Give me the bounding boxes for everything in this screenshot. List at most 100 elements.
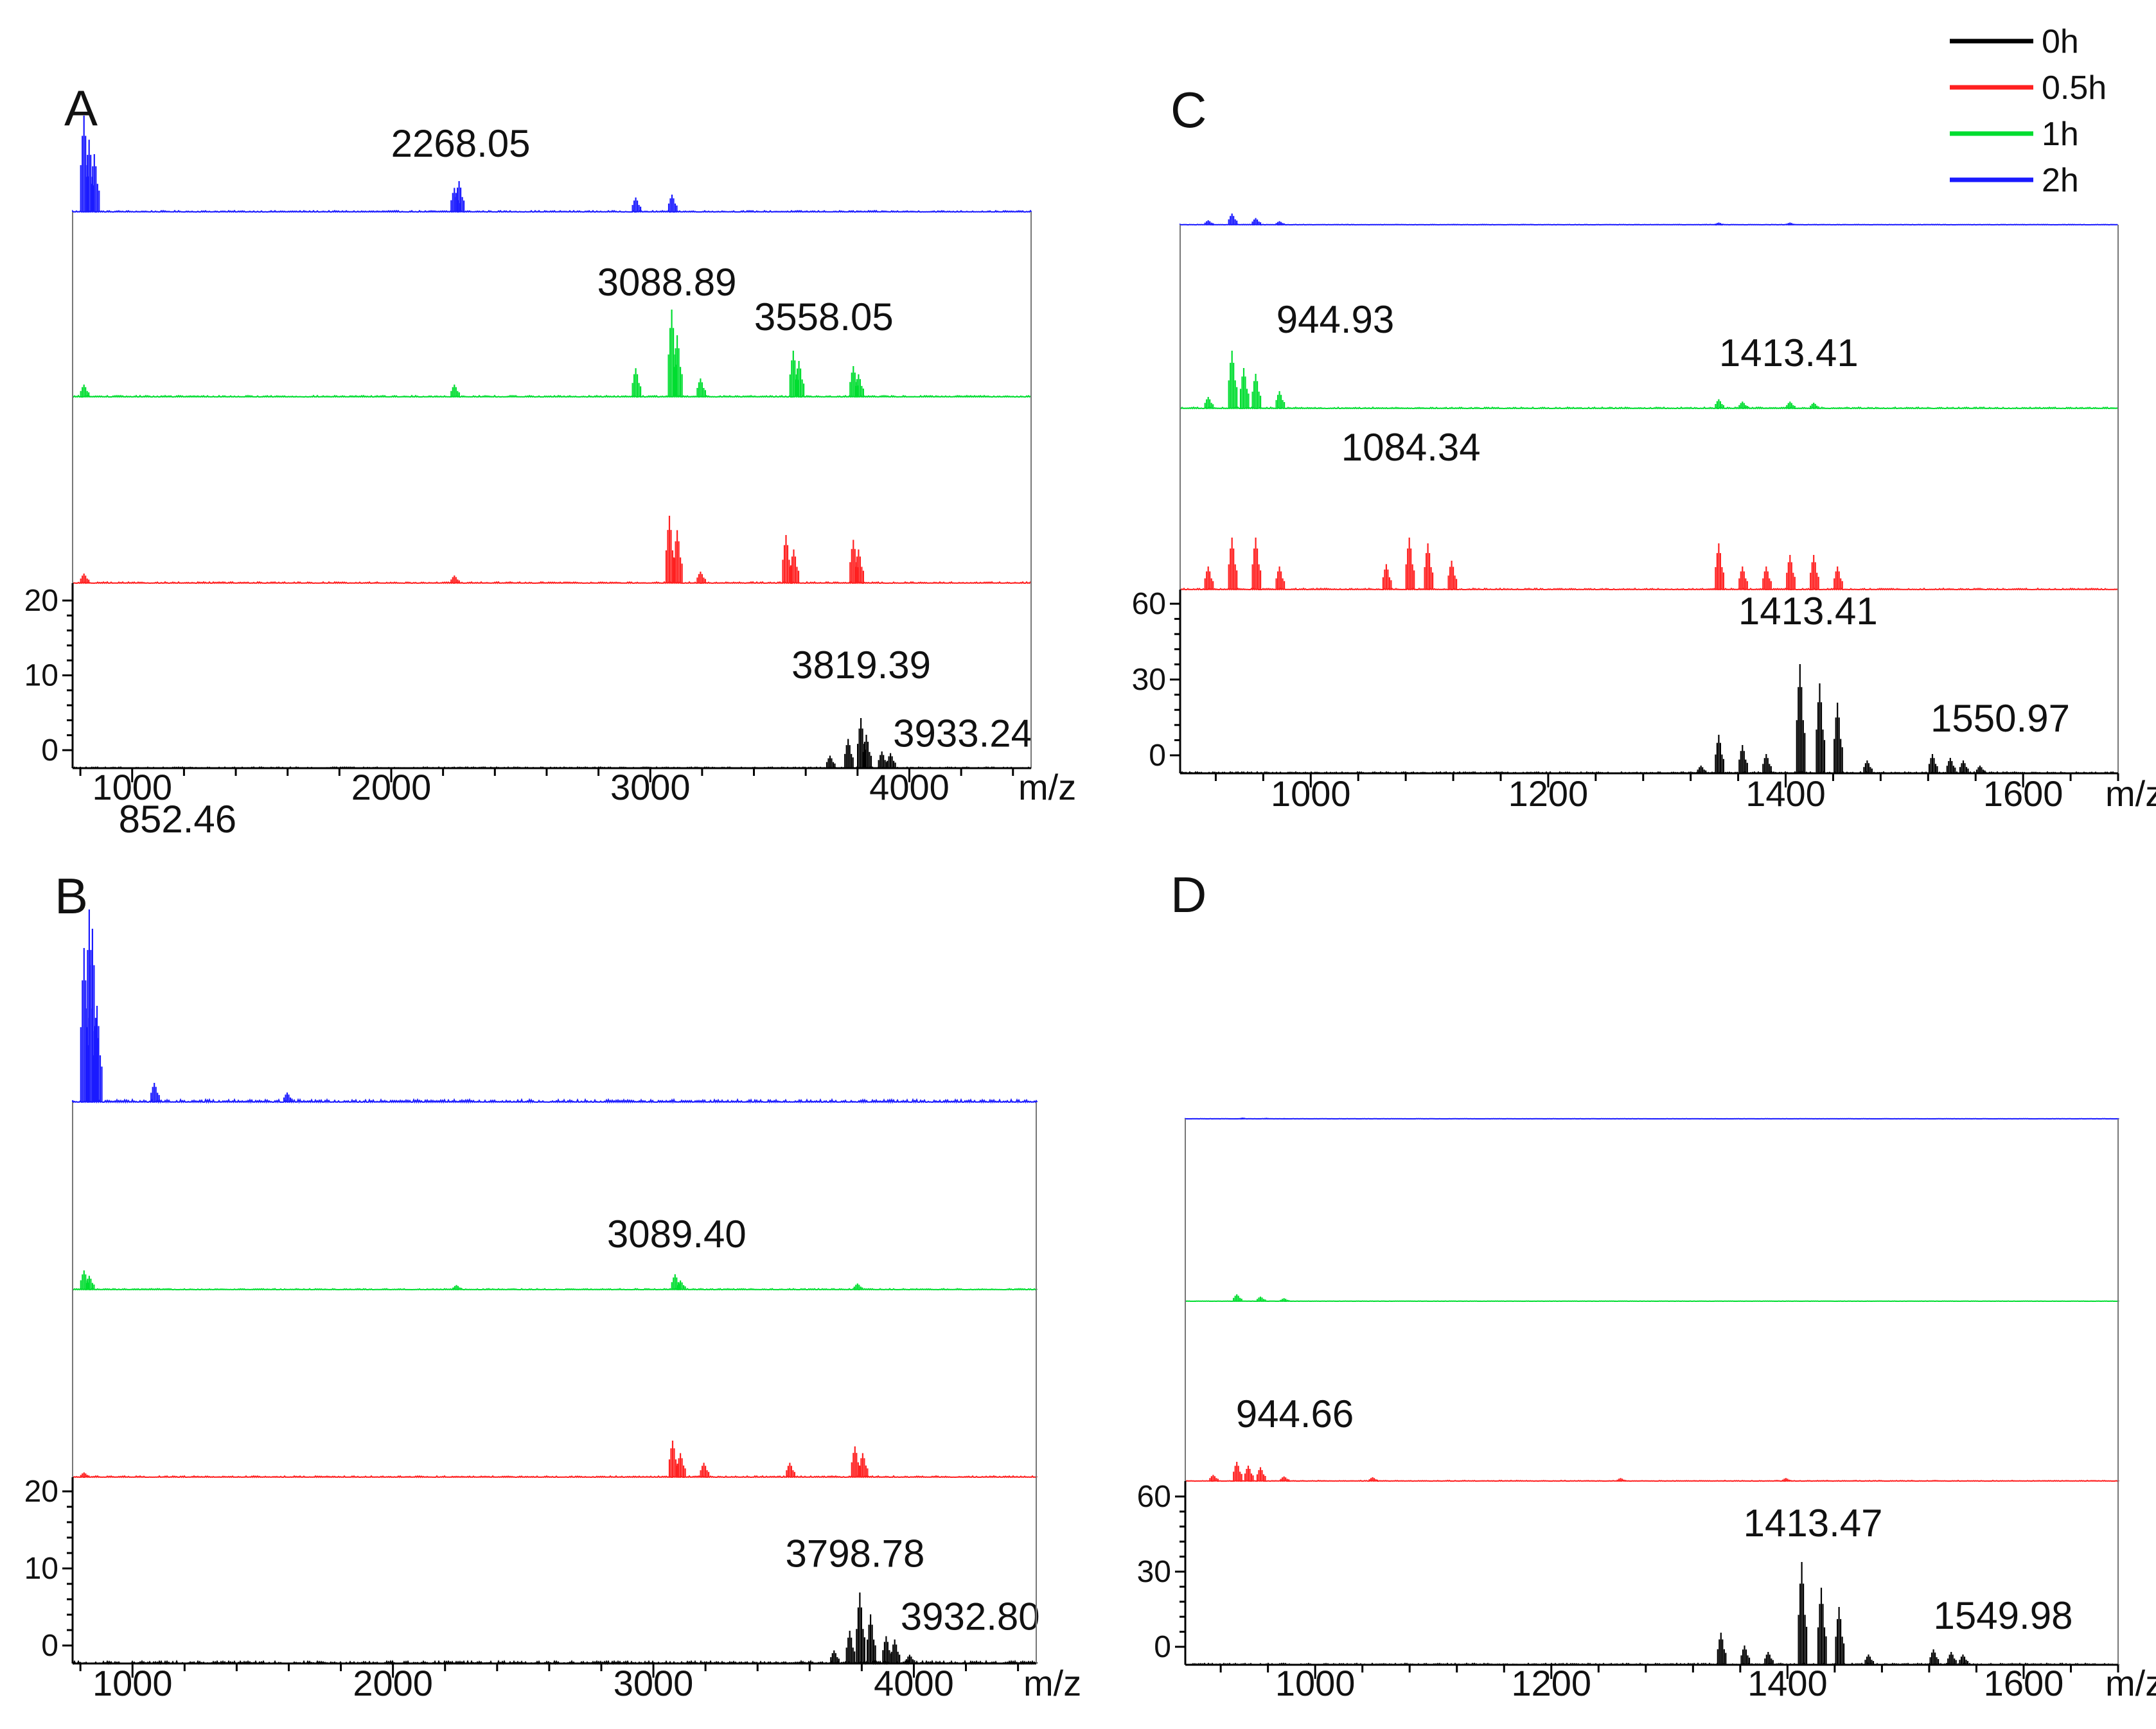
peak-0_5h-12 [1810,555,1819,590]
peak-label: 2268.05 [391,122,531,165]
peak-0h-6 [1864,1654,1875,1665]
peak-0h-2 [857,718,867,768]
trace-2h-baseline [72,1098,1038,1104]
x-axis-title: m/z [1018,767,1076,807]
peak-2h-3 [93,1006,103,1102]
y-tick-label: 20 [24,1475,58,1509]
peak-0_5h-5 [782,535,792,583]
peak-0h-6 [905,1654,915,1663]
peak-label: 1550.97 [1931,697,2070,740]
peak-0h-8 [1928,754,1938,773]
peak-0_5h-4 [1382,564,1392,590]
peak-0_5h-0 [1209,1475,1219,1481]
peak-0_5h-6 [858,1453,869,1477]
peak-1h-0 [1233,1294,1242,1301]
x-tick-label: 1400 [1747,1663,1828,1703]
peak-label: 3932.80 [901,1595,1040,1638]
x-axis-title: m/z [2105,1663,2156,1703]
y-tick-label: 30 [1132,663,1166,697]
peak-2h-5 [283,1093,293,1102]
peak-label: 1413.41 [1719,331,1859,374]
peak-label: 3558.05 [754,295,894,338]
peak-label: 1413.47 [1744,1502,1883,1545]
peak-0h-4 [882,1636,892,1663]
x-tick-label: 3000 [610,767,691,807]
panel-d-traces: 944.66 1413.47 1549.98 [1185,1118,2119,1666]
peak-1h-4 [676,1280,686,1290]
peak-2h-6 [667,195,678,212]
trace-1h-baseline [72,1287,1038,1291]
peak-1h-8 [1810,403,1819,408]
peak-1h-7 [795,361,805,397]
peak-2h-5 [1786,222,1796,225]
x-tick-label: 3000 [614,1663,694,1703]
peak-0_5h-2 [676,1453,686,1477]
peak-1h-0 [80,384,90,397]
peak-0_5h-8 [1715,543,1724,590]
x-tick-label: 2000 [351,767,432,807]
peak-1h-1 [450,384,460,397]
peak-0_5h-1 [1228,538,1238,590]
peak-0h-0 [830,1650,840,1663]
peak-0h-1 [845,1631,856,1663]
trace-0_5h-baseline [72,581,1032,584]
peak-0h-1 [1740,1646,1751,1665]
peak-1h-5 [853,1283,863,1290]
peak-0_5h-0 [80,1472,90,1477]
trace-0_5h-baseline [1180,587,2118,591]
peak-2h-0 [1239,1118,1248,1119]
legend-label: 0h [2042,23,2079,60]
peak-0_5h-0 [1204,566,1214,590]
peak-0_5h-4 [786,1462,795,1477]
peak-2h-1 [85,139,95,212]
peak-0_5h-1 [1233,1462,1242,1481]
y-tick-label: 0 [41,733,58,768]
x-tick-label: 4000 [874,1663,954,1703]
trace-1h-baseline [1180,406,2118,410]
peak-1h-5 [696,378,706,397]
peak-0h-2 [1738,745,1748,773]
peak-label: 3088.89 [597,261,737,304]
y-tick-label: 60 [1132,587,1166,621]
peak-label: 1413.41 [1738,590,1878,633]
panel-c-traces: 944.93 1413.41 1084.34 1413.41 1550.97 [1180,213,2118,775]
trace-1h-baseline [72,394,1032,398]
panel-d: D 944.66 1413.47 1549.98 1000 1200 1400 1600 m… [1137,866,2156,1703]
trace-2h-baseline [1180,223,2118,226]
peak-0h-0 [1717,1633,1727,1665]
peak-0h-1 [1715,735,1724,773]
peak-0h-2 [856,1592,865,1663]
peak-0h-1 [844,739,854,768]
peak-0h-11 [1975,766,1986,773]
peak-0_5h-7 [849,540,859,583]
peak-0_5h-6 [1616,1478,1627,1481]
peak-0_5h-10 [1762,566,1772,590]
legend-label: 2h [2042,162,2079,199]
x-tick-label: 1000 [1275,1663,1356,1703]
peak-label: 1084.34 [1341,426,1481,469]
peak-2h-0 [80,116,90,212]
peak-0_5h-7 [1447,561,1458,590]
peak-1h-3 [667,310,678,397]
peak-0_5h-2 [1244,1466,1254,1481]
panel-a-traces: 2268.05 3088.89 3558.05 3819.39 3933.24 [72,116,1032,769]
peak-label: 1549.98 [1934,1594,2073,1637]
peak-1h-2 [1280,1298,1290,1301]
peak-0h-4 [1796,664,1806,773]
x-tick-label: 1600 [1983,773,2063,814]
peak-1h-3 [1251,374,1262,408]
peak-0_5h-1 [450,575,460,583]
panel-a: A 2268.05 3088.89 3558.05 3819.39 3933.24 10… [24,80,1077,807]
panel-c-axes: 1000 1200 1400 1600 m/z 0 30 60 [1132,225,2156,814]
peak-label: 944.93 [1277,298,1395,341]
peak-0_5h-7 [1781,1478,1792,1481]
legend: 0h 0.5h 1h 2h [1950,23,2107,199]
peak-0_5h-6 [1424,543,1434,590]
peak-0h-5 [1816,683,1826,773]
peak-2h-0 [1204,220,1214,225]
panel-d-axes: 1000 1200 1400 1600 m/z 0 30 60 [1137,1119,2156,1703]
x-tick-label: 4000 [869,767,950,807]
x-axis-title: m/z [1023,1663,1081,1703]
peak-0h-7 [1929,1649,1940,1665]
trace-0_5h-baseline [1185,1479,2119,1482]
